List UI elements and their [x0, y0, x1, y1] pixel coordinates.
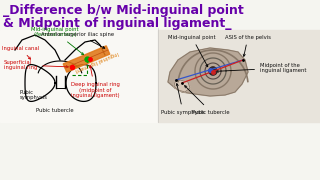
Text: Anterior superior iliac spine: Anterior superior iliac spine [41, 31, 115, 48]
Polygon shape [168, 48, 248, 96]
Polygon shape [174, 80, 190, 92]
Text: ASIS of the pelvis: ASIS of the pelvis [225, 35, 271, 56]
Polygon shape [63, 46, 110, 72]
Text: Superficial
inguinal ring: Superficial inguinal ring [4, 60, 68, 70]
Text: & Midpoint of inguinal ligament_: & Midpoint of inguinal ligament_ [3, 17, 231, 30]
Text: Pubic tubercle: Pubic tubercle [185, 86, 230, 114]
Bar [0, 30, 158, 122]
Text: Deep inguinal ring
(midpoint of
inguinal ligament): Deep inguinal ring (midpoint of inguinal… [71, 66, 119, 98]
Text: Pubic tubercle: Pubic tubercle [36, 107, 74, 112]
Bar [158, 30, 320, 122]
Text: Mid-inguinal point
(femoral artery): Mid-inguinal point (femoral artery) [31, 27, 84, 55]
Text: Inguinal canal: Inguinal canal [2, 46, 39, 59]
Text: _Difference b/w Mid-inguinal point: _Difference b/w Mid-inguinal point [3, 4, 244, 17]
Text: Mid-inguinal point: Mid-inguinal point [168, 35, 216, 67]
Text: Inguinal ligament: Inguinal ligament [75, 50, 119, 72]
Polygon shape [209, 67, 217, 75]
Text: Pubic
symphysis: Pubic symphysis [20, 90, 48, 100]
Text: Midpoint of the
inguinal ligament: Midpoint of the inguinal ligament [216, 63, 307, 73]
Text: Pubic symphysis: Pubic symphysis [161, 84, 205, 114]
